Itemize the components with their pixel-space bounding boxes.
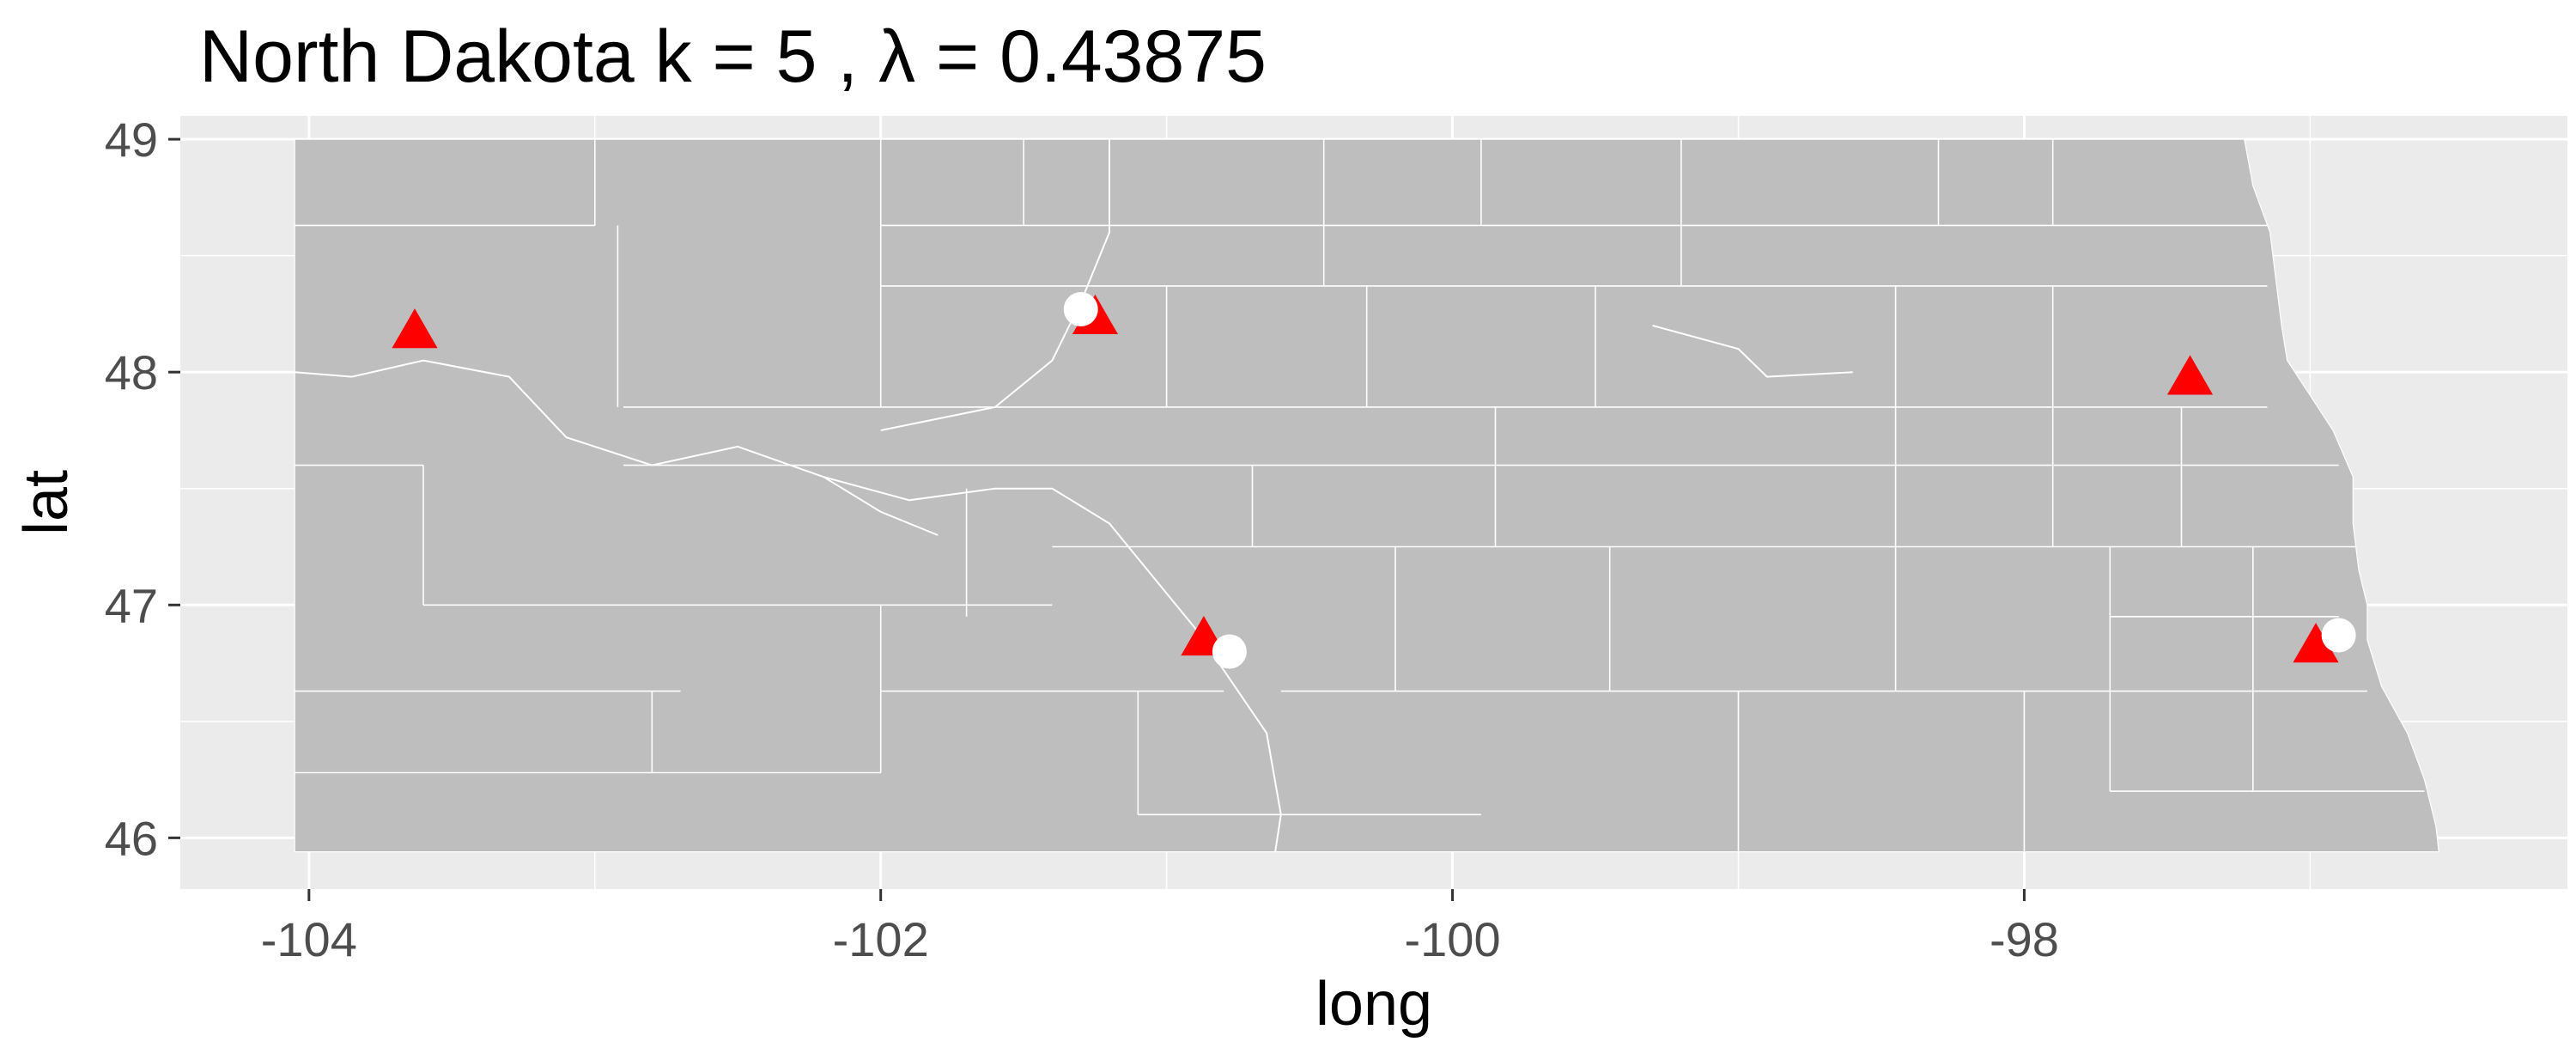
north-dakota-state <box>294 138 2439 853</box>
plot-title: North Dakota k = 5 , λ = 0.43875 <box>199 15 1267 98</box>
x-axis-title: long <box>1315 970 1432 1039</box>
center-triangle-marker <box>392 308 438 349</box>
river-lines <box>295 139 1853 852</box>
y-tick-label: 47 <box>105 578 158 632</box>
observation-circle-marker <box>2321 618 2356 653</box>
state-outline <box>294 138 2439 853</box>
x-tick-label: -104 <box>261 912 357 966</box>
y-tick-label: 49 <box>105 113 158 167</box>
y-tick-label: 46 <box>105 811 158 865</box>
observation-circle-marker <box>1212 634 1247 669</box>
river-line <box>823 476 939 536</box>
center-triangle-marker <box>2166 355 2214 395</box>
x-tick-label: -102 <box>833 912 929 966</box>
x-tick-label: -100 <box>1405 912 1501 966</box>
river-line <box>880 139 1110 431</box>
x-axis: -104 -102 -100 -98 <box>261 889 2059 966</box>
points-layer <box>392 292 2356 669</box>
river-line <box>1652 325 1853 378</box>
river-line <box>295 359 1282 852</box>
observation-circle-marker <box>1063 292 1098 326</box>
y-axis-title: lat <box>12 470 81 535</box>
y-tick-label: 48 <box>105 345 158 399</box>
y-axis: 46 47 48 49 <box>105 113 180 865</box>
center-triangle-marker <box>2293 623 2339 663</box>
county-borders <box>295 139 2425 852</box>
x-tick-label: -98 <box>1990 912 2059 966</box>
